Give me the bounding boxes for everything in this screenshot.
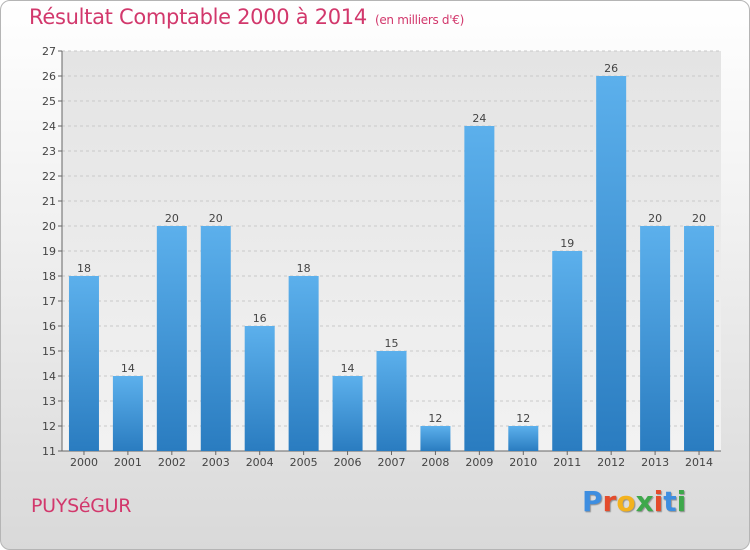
logo-letter: r	[602, 485, 617, 518]
bar-value-label: 24	[472, 112, 486, 125]
x-tick-label: 2003	[202, 456, 230, 469]
x-tick-label: 2007	[378, 456, 406, 469]
bar	[420, 426, 451, 451]
bar-value-label: 19	[560, 237, 574, 250]
y-tick-label: 20	[42, 220, 56, 233]
bar-value-label: 20	[692, 212, 706, 225]
chart-title: Résultat Comptable 2000 à 2014 (en millie…	[29, 5, 464, 29]
y-tick-label: 22	[42, 170, 56, 183]
y-tick-label: 21	[42, 195, 56, 208]
y-tick-label: 12	[42, 420, 56, 433]
town-name: PUYSéGUR	[31, 495, 132, 517]
y-tick-label: 16	[42, 320, 56, 333]
y-tick-label: 17	[42, 295, 56, 308]
logo-letter: t	[663, 485, 677, 518]
y-tick-label: 13	[42, 395, 56, 408]
x-tick-label: 2005	[290, 456, 318, 469]
logo-letter: P	[582, 485, 603, 518]
x-tick-label: 2006	[334, 456, 362, 469]
logo-letter: i	[676, 485, 687, 518]
bar	[332, 376, 363, 451]
bar-value-label: 26	[604, 62, 618, 75]
bar	[552, 251, 583, 451]
bar-value-label: 12	[516, 412, 530, 425]
bar-value-label: 12	[428, 412, 442, 425]
bar	[68, 276, 99, 451]
x-tick-label: 2008	[421, 456, 449, 469]
bar-value-label: 20	[648, 212, 662, 225]
y-tick-label: 18	[42, 270, 56, 283]
logo-letter: i	[653, 485, 664, 518]
bar-value-label: 20	[165, 212, 179, 225]
x-tick-label: 2001	[114, 456, 142, 469]
y-tick-label: 11	[42, 445, 56, 458]
chart-subtitle: (en milliers d'€)	[374, 13, 464, 27]
bar	[684, 226, 715, 451]
x-tick-label: 2009	[465, 456, 493, 469]
logo-letter: o	[616, 485, 636, 518]
bar-value-label: 14	[341, 362, 355, 375]
y-tick-label: 23	[42, 145, 56, 158]
y-tick-label: 19	[42, 245, 56, 258]
bar	[376, 351, 407, 451]
y-tick-label: 27	[42, 45, 56, 58]
x-tick-label: 2012	[597, 456, 625, 469]
x-tick-label: 2000	[70, 456, 98, 469]
y-tick-label: 14	[42, 370, 56, 383]
bar	[244, 326, 275, 451]
proxiti-logo: Proxiti	[582, 485, 686, 518]
x-tick-label: 2013	[641, 456, 669, 469]
bar	[112, 376, 143, 451]
bar	[640, 226, 671, 451]
bar	[596, 76, 627, 451]
bar-value-label: 16	[253, 312, 267, 325]
bar	[508, 426, 539, 451]
bar-value-label: 18	[77, 262, 91, 275]
bar-value-label: 18	[297, 262, 311, 275]
x-tick-label: 2004	[246, 456, 274, 469]
bar-value-label: 15	[385, 337, 399, 350]
x-tick-label: 2002	[158, 456, 186, 469]
y-tick-label: 15	[42, 345, 56, 358]
bar	[288, 276, 319, 451]
chart-title-text: Résultat Comptable 2000 à 2014	[29, 5, 367, 29]
y-tick-label: 26	[42, 70, 56, 83]
logo-letter: x	[635, 485, 654, 518]
bar	[156, 226, 187, 451]
x-tick-label: 2011	[553, 456, 581, 469]
y-tick-label: 24	[42, 120, 56, 133]
bar-value-label: 20	[209, 212, 223, 225]
x-tick-label: 2014	[685, 456, 713, 469]
bar	[200, 226, 231, 451]
bar-value-label: 14	[121, 362, 135, 375]
bar	[464, 126, 495, 451]
y-tick-label: 25	[42, 95, 56, 108]
x-tick-label: 2010	[509, 456, 537, 469]
